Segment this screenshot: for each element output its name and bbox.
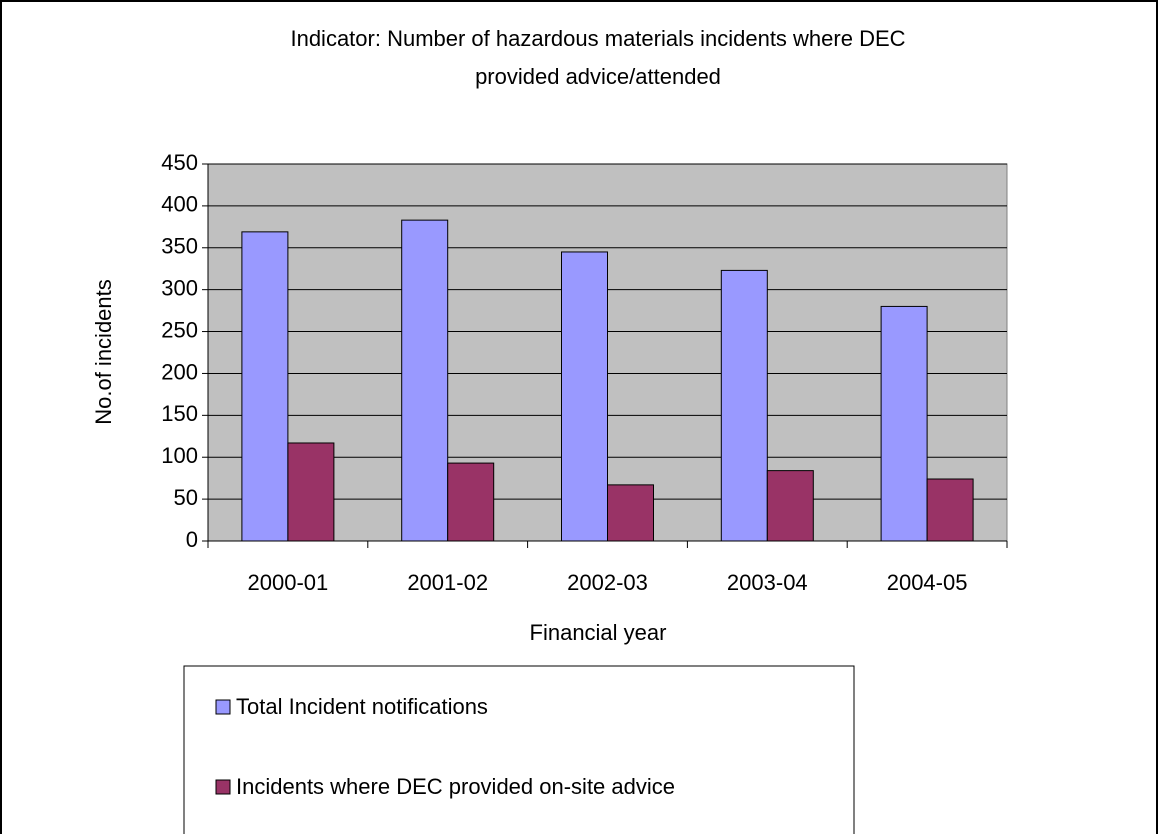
y-tick-label: 0 xyxy=(186,527,198,552)
y-tick-label: 150 xyxy=(161,401,198,426)
y-tick-label: 100 xyxy=(161,443,198,468)
x-tick-label: 2001-02 xyxy=(407,570,488,595)
bar xyxy=(447,462,495,542)
y-tick-label: 350 xyxy=(161,234,198,259)
bar xyxy=(766,470,814,542)
legend-swatch xyxy=(215,779,231,795)
chart-title: Indicator: Number of hazardous materials… xyxy=(290,26,906,89)
x-tick-label: 2000-01 xyxy=(248,570,329,595)
legend-label: Incidents where DEC provided on-site adv… xyxy=(236,774,675,799)
y-axis-title: No.of incidents xyxy=(91,279,116,425)
bar xyxy=(720,269,768,542)
x-tick-label: 2004-05 xyxy=(887,570,968,595)
x-tick-label: 2003-04 xyxy=(727,570,808,595)
legend-label: Total Incident notifications xyxy=(236,694,488,719)
y-tick-label: 50 xyxy=(174,485,198,510)
y-tick-label: 400 xyxy=(161,192,198,217)
bar xyxy=(401,219,449,542)
bar xyxy=(607,484,654,542)
x-tick-label: 2002-03 xyxy=(567,570,648,595)
legend-box xyxy=(183,665,855,834)
bar xyxy=(926,478,974,542)
bar xyxy=(561,251,608,542)
x-axis-title: Financial year xyxy=(530,620,667,645)
y-tick-label: 300 xyxy=(161,275,198,300)
bar xyxy=(880,305,928,542)
bar xyxy=(241,231,289,542)
y-tick-label: 200 xyxy=(161,359,198,384)
legend-swatch xyxy=(215,699,231,715)
y-tick-label: 250 xyxy=(161,317,198,342)
bar xyxy=(287,442,335,542)
y-tick-label: 450 xyxy=(161,150,198,175)
